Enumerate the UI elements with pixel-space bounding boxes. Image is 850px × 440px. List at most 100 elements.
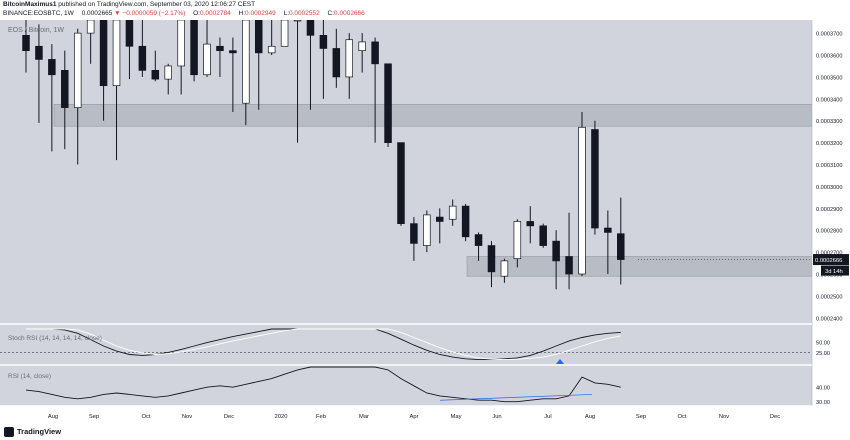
candle-down[interactable] bbox=[617, 233, 625, 260]
candle-up[interactable] bbox=[578, 126, 586, 275]
price-tick-label: 0.0003700 bbox=[816, 32, 842, 38]
stoch-rsi-title: Stoch RSI (14, 14, 14, 14, close) bbox=[8, 335, 102, 342]
candle-down[interactable] bbox=[216, 45, 224, 52]
candle-down[interactable] bbox=[61, 70, 69, 108]
tradingview-logo-icon[interactable] bbox=[4, 427, 14, 437]
price-tick-label: 0.0002800 bbox=[816, 229, 842, 235]
candle-down[interactable] bbox=[371, 41, 379, 65]
footer-brand[interactable]: TradingView bbox=[17, 427, 62, 436]
candle-up[interactable] bbox=[73, 32, 82, 108]
candle-down[interactable] bbox=[487, 245, 496, 273]
candle-up[interactable] bbox=[242, 19, 250, 104]
time-tick-label: May bbox=[451, 414, 462, 420]
candle-up[interactable] bbox=[358, 41, 366, 52]
candle-down[interactable] bbox=[48, 59, 56, 76]
candle-down[interactable] bbox=[436, 216, 444, 222]
rsi-panel: 40.00 30.00 bbox=[25, 366, 830, 406]
time-tick-label: Dec bbox=[224, 414, 234, 420]
candle-up[interactable] bbox=[112, 19, 121, 87]
price-tick-label: 0.0002500 bbox=[816, 294, 842, 300]
time-tick-label: Apr bbox=[409, 414, 418, 420]
candle-down[interactable] bbox=[332, 48, 341, 78]
price-tick-label: 0.0003100 bbox=[816, 163, 842, 169]
symbol-label: BINANCE:EOSBTC, 1W bbox=[3, 10, 74, 17]
last-price-tag bbox=[813, 254, 849, 266]
time-axis-bg bbox=[0, 406, 850, 425]
candle-down[interactable] bbox=[552, 240, 560, 262]
price-tick-label: 0.0003500 bbox=[816, 75, 842, 81]
price-axis-bg bbox=[812, 20, 850, 425]
chart-canvas[interactable]: 0.0003700 0.0003600 0.0003500 0.0003400 0.00… bbox=[0, 19, 850, 425]
support-resistance-zone[interactable] bbox=[53, 104, 813, 127]
candle-up[interactable] bbox=[86, 19, 95, 34]
countdown-tag bbox=[821, 265, 849, 276]
author-name[interactable]: BitcoinMaximus1 bbox=[3, 1, 57, 8]
time-tick-label: Dec bbox=[770, 414, 780, 420]
candle-down[interactable] bbox=[461, 205, 470, 238]
countdown-label: 3d 14h bbox=[825, 269, 843, 275]
close-label: C: bbox=[327, 10, 335, 17]
rsi-tick-label: 30.00 bbox=[816, 400, 830, 406]
candle-up[interactable] bbox=[267, 45, 276, 54]
rsi-trendline bbox=[439, 394, 593, 401]
ohlc-line: BINANCE:EOSBTC, 1W 0.0002665 ▼ −0.000005… bbox=[3, 10, 365, 17]
candle-up[interactable] bbox=[280, 19, 289, 47]
chart-header: BitcoinMaximus1 published on TradingView… bbox=[0, 0, 850, 20]
support-resistance-zone[interactable] bbox=[466, 256, 813, 277]
candle-down[interactable] bbox=[526, 221, 535, 227]
time-tick-label: Nov bbox=[719, 414, 729, 420]
candle-down[interactable] bbox=[254, 19, 263, 54]
publisher-line: BitcoinMaximus1 published on TradingView… bbox=[3, 1, 255, 8]
candle-up[interactable] bbox=[345, 39, 354, 78]
time-tick-label: Jun bbox=[492, 414, 501, 420]
rsi-title: RSI (14, close) bbox=[8, 373, 51, 380]
crossover-arrow-icon bbox=[556, 359, 564, 364]
open-label: O: bbox=[193, 10, 200, 17]
price-tick-label: 0.0003000 bbox=[816, 185, 842, 191]
time-tick-label: Aug bbox=[585, 414, 595, 420]
candle-up[interactable] bbox=[164, 65, 172, 80]
candle-down[interactable] bbox=[151, 70, 160, 80]
price-change: −0.0000059 (−2.17%) bbox=[122, 10, 186, 17]
candles-group bbox=[22, 19, 625, 290]
candle-up[interactable] bbox=[203, 43, 211, 76]
open-value: 0.0002784 bbox=[199, 10, 231, 17]
low-value: 0.0002552 bbox=[289, 10, 320, 17]
price-tick-label: 0.0003400 bbox=[816, 97, 842, 103]
candle-down[interactable] bbox=[410, 223, 418, 244]
candle-up[interactable] bbox=[500, 260, 509, 277]
time-tick-label: Nov bbox=[182, 414, 192, 420]
candle-down[interactable] bbox=[565, 256, 573, 275]
stoch-tick-label: 50.00 bbox=[816, 340, 830, 346]
price-tick-label: 0.0002900 bbox=[816, 207, 842, 213]
candle-up[interactable] bbox=[177, 19, 185, 67]
candle-down[interactable] bbox=[604, 227, 612, 233]
candle-down[interactable] bbox=[99, 19, 108, 87]
candle-up[interactable] bbox=[448, 205, 457, 220]
price-tick-label: 0.0002700 bbox=[816, 251, 842, 257]
candle-up[interactable] bbox=[423, 214, 431, 246]
candle-down[interactable] bbox=[138, 45, 147, 71]
candle-down[interactable] bbox=[397, 142, 405, 224]
candle-down[interactable] bbox=[474, 234, 483, 246]
time-axis: Aug Sep Oct Nov Dec 2020 Feb Mar Apr May Jun Jul Aug… bbox=[0, 406, 850, 425]
candle-down[interactable] bbox=[229, 50, 237, 54]
down-arrow-icon: ▼ bbox=[114, 10, 121, 17]
candle-down[interactable] bbox=[384, 63, 392, 143]
candle-down[interactable] bbox=[591, 129, 599, 229]
price-tick-label: 0.0003600 bbox=[816, 54, 842, 60]
chart-area[interactable]: 0.0003700 0.0003600 0.0003500 0.0003400 0.00… bbox=[0, 19, 850, 425]
published-text: published on TradingView.com, September … bbox=[58, 1, 256, 8]
candle-down[interactable] bbox=[125, 19, 134, 47]
candle-up[interactable] bbox=[513, 221, 522, 260]
candle-down[interactable] bbox=[190, 19, 198, 76]
candle-down[interactable] bbox=[319, 34, 328, 49]
candle-down[interactable] bbox=[306, 19, 315, 36]
candle-up[interactable] bbox=[293, 19, 302, 22]
time-tick-label: 2020 bbox=[275, 414, 288, 420]
footer-bar: TradingView bbox=[0, 425, 850, 440]
candle-down[interactable] bbox=[35, 45, 43, 60]
time-tick-label: Jul bbox=[544, 414, 551, 420]
candle-down[interactable] bbox=[539, 225, 547, 246]
candle-down[interactable] bbox=[22, 34, 30, 52]
